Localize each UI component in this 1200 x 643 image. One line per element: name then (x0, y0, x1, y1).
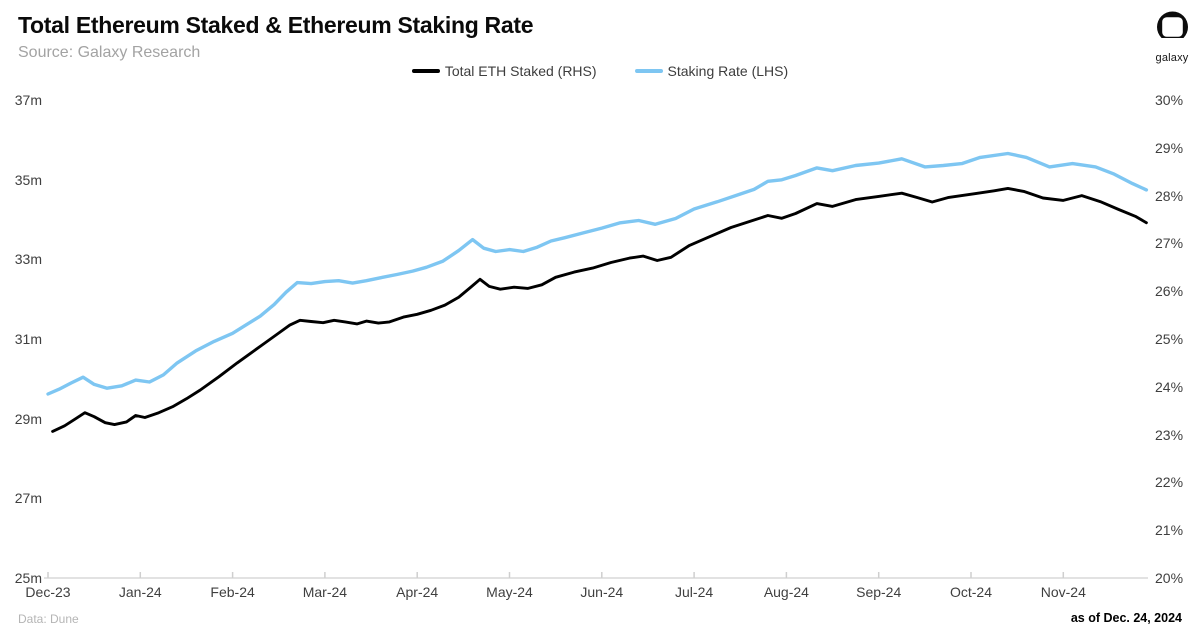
y-axis-left-tick-label: 33m (14, 251, 42, 268)
x-axis-tick-label: Feb-24 (210, 584, 255, 600)
legend-item-total-eth-staked: Total ETH Staked (RHS) (411, 63, 597, 79)
series-line-total-eth-staked (51, 186, 1148, 433)
legend-label: Total ETH Staked (RHS) (444, 63, 597, 79)
data-source-note: Data: Dune (18, 612, 79, 626)
series-line-staking-rate (46, 151, 1149, 396)
galaxy-logo-wordmark: galaxy (1155, 52, 1189, 64)
as-of-date: as of Dec. 24, 2024 (1070, 611, 1182, 625)
y-axis-right-tick-label: 30% (1155, 92, 1184, 108)
galaxy-logo-icon (1156, 11, 1188, 43)
y-axis-left-tick-label: 25m (14, 570, 42, 586)
y-axis-right-tick-label: 27% (1155, 235, 1184, 252)
y-axis-right-tick-label: 21% (1155, 522, 1184, 539)
x-axis-tick-label: Mar-24 (302, 584, 348, 600)
x-axis-tick-label: Dec-23 (25, 584, 71, 600)
y-axis-left-tick-label: 27m (14, 490, 42, 507)
x-axis-tick-label: Jan-24 (118, 584, 162, 600)
y-axis-left-tick-label: 35m (14, 171, 42, 188)
x-axis-tick-label: Sep-24 (856, 584, 902, 600)
y-axis-right-tick-label: 23% (1155, 426, 1184, 443)
galaxy-logo: galaxy (1150, 11, 1194, 64)
chart-legend: Total ETH Staked (RHS) Staking Rate (LHS… (0, 63, 1200, 79)
legend-label: Staking Rate (LHS) (667, 63, 789, 79)
legend-item-staking-rate: Staking Rate (LHS) (634, 63, 789, 79)
blue-line-swatch-icon (634, 69, 663, 73)
y-axis-left-tick-label: 29m (14, 410, 42, 427)
x-axis-tick-label: Nov-24 (1040, 584, 1086, 600)
y-axis-right-tick-label: 25% (1155, 331, 1184, 347)
y-axis-right-tick-label: 20% (1155, 570, 1184, 586)
x-axis-tick-label: Jul-24 (675, 584, 714, 600)
black-line-swatch-icon (411, 69, 440, 73)
y-axis-right-tick-label: 28% (1155, 187, 1184, 204)
x-axis-tick-label: Jun-24 (580, 584, 624, 600)
y-axis-right-tick-label: 24% (1155, 378, 1184, 395)
y-axis-right-tick-label: 26% (1155, 283, 1184, 300)
y-axis-left-tick-label: 37m (14, 92, 42, 108)
x-axis-tick-label: Aug-24 (763, 584, 809, 600)
source-subtitle: Source: Galaxy Research (18, 44, 201, 61)
x-axis-tick-label: May-24 (486, 584, 533, 600)
y-axis-right-tick-label: 29% (1155, 139, 1184, 156)
page-title: Total Ethereum Staked & Ethereum Staking… (18, 12, 534, 38)
x-axis-tick-label: Apr-24 (396, 584, 439, 600)
y-axis-right-tick-label: 22% (1155, 474, 1184, 491)
y-axis-left-tick-label: 31m (14, 331, 42, 347)
x-axis-tick-label: Oct-24 (949, 584, 993, 600)
